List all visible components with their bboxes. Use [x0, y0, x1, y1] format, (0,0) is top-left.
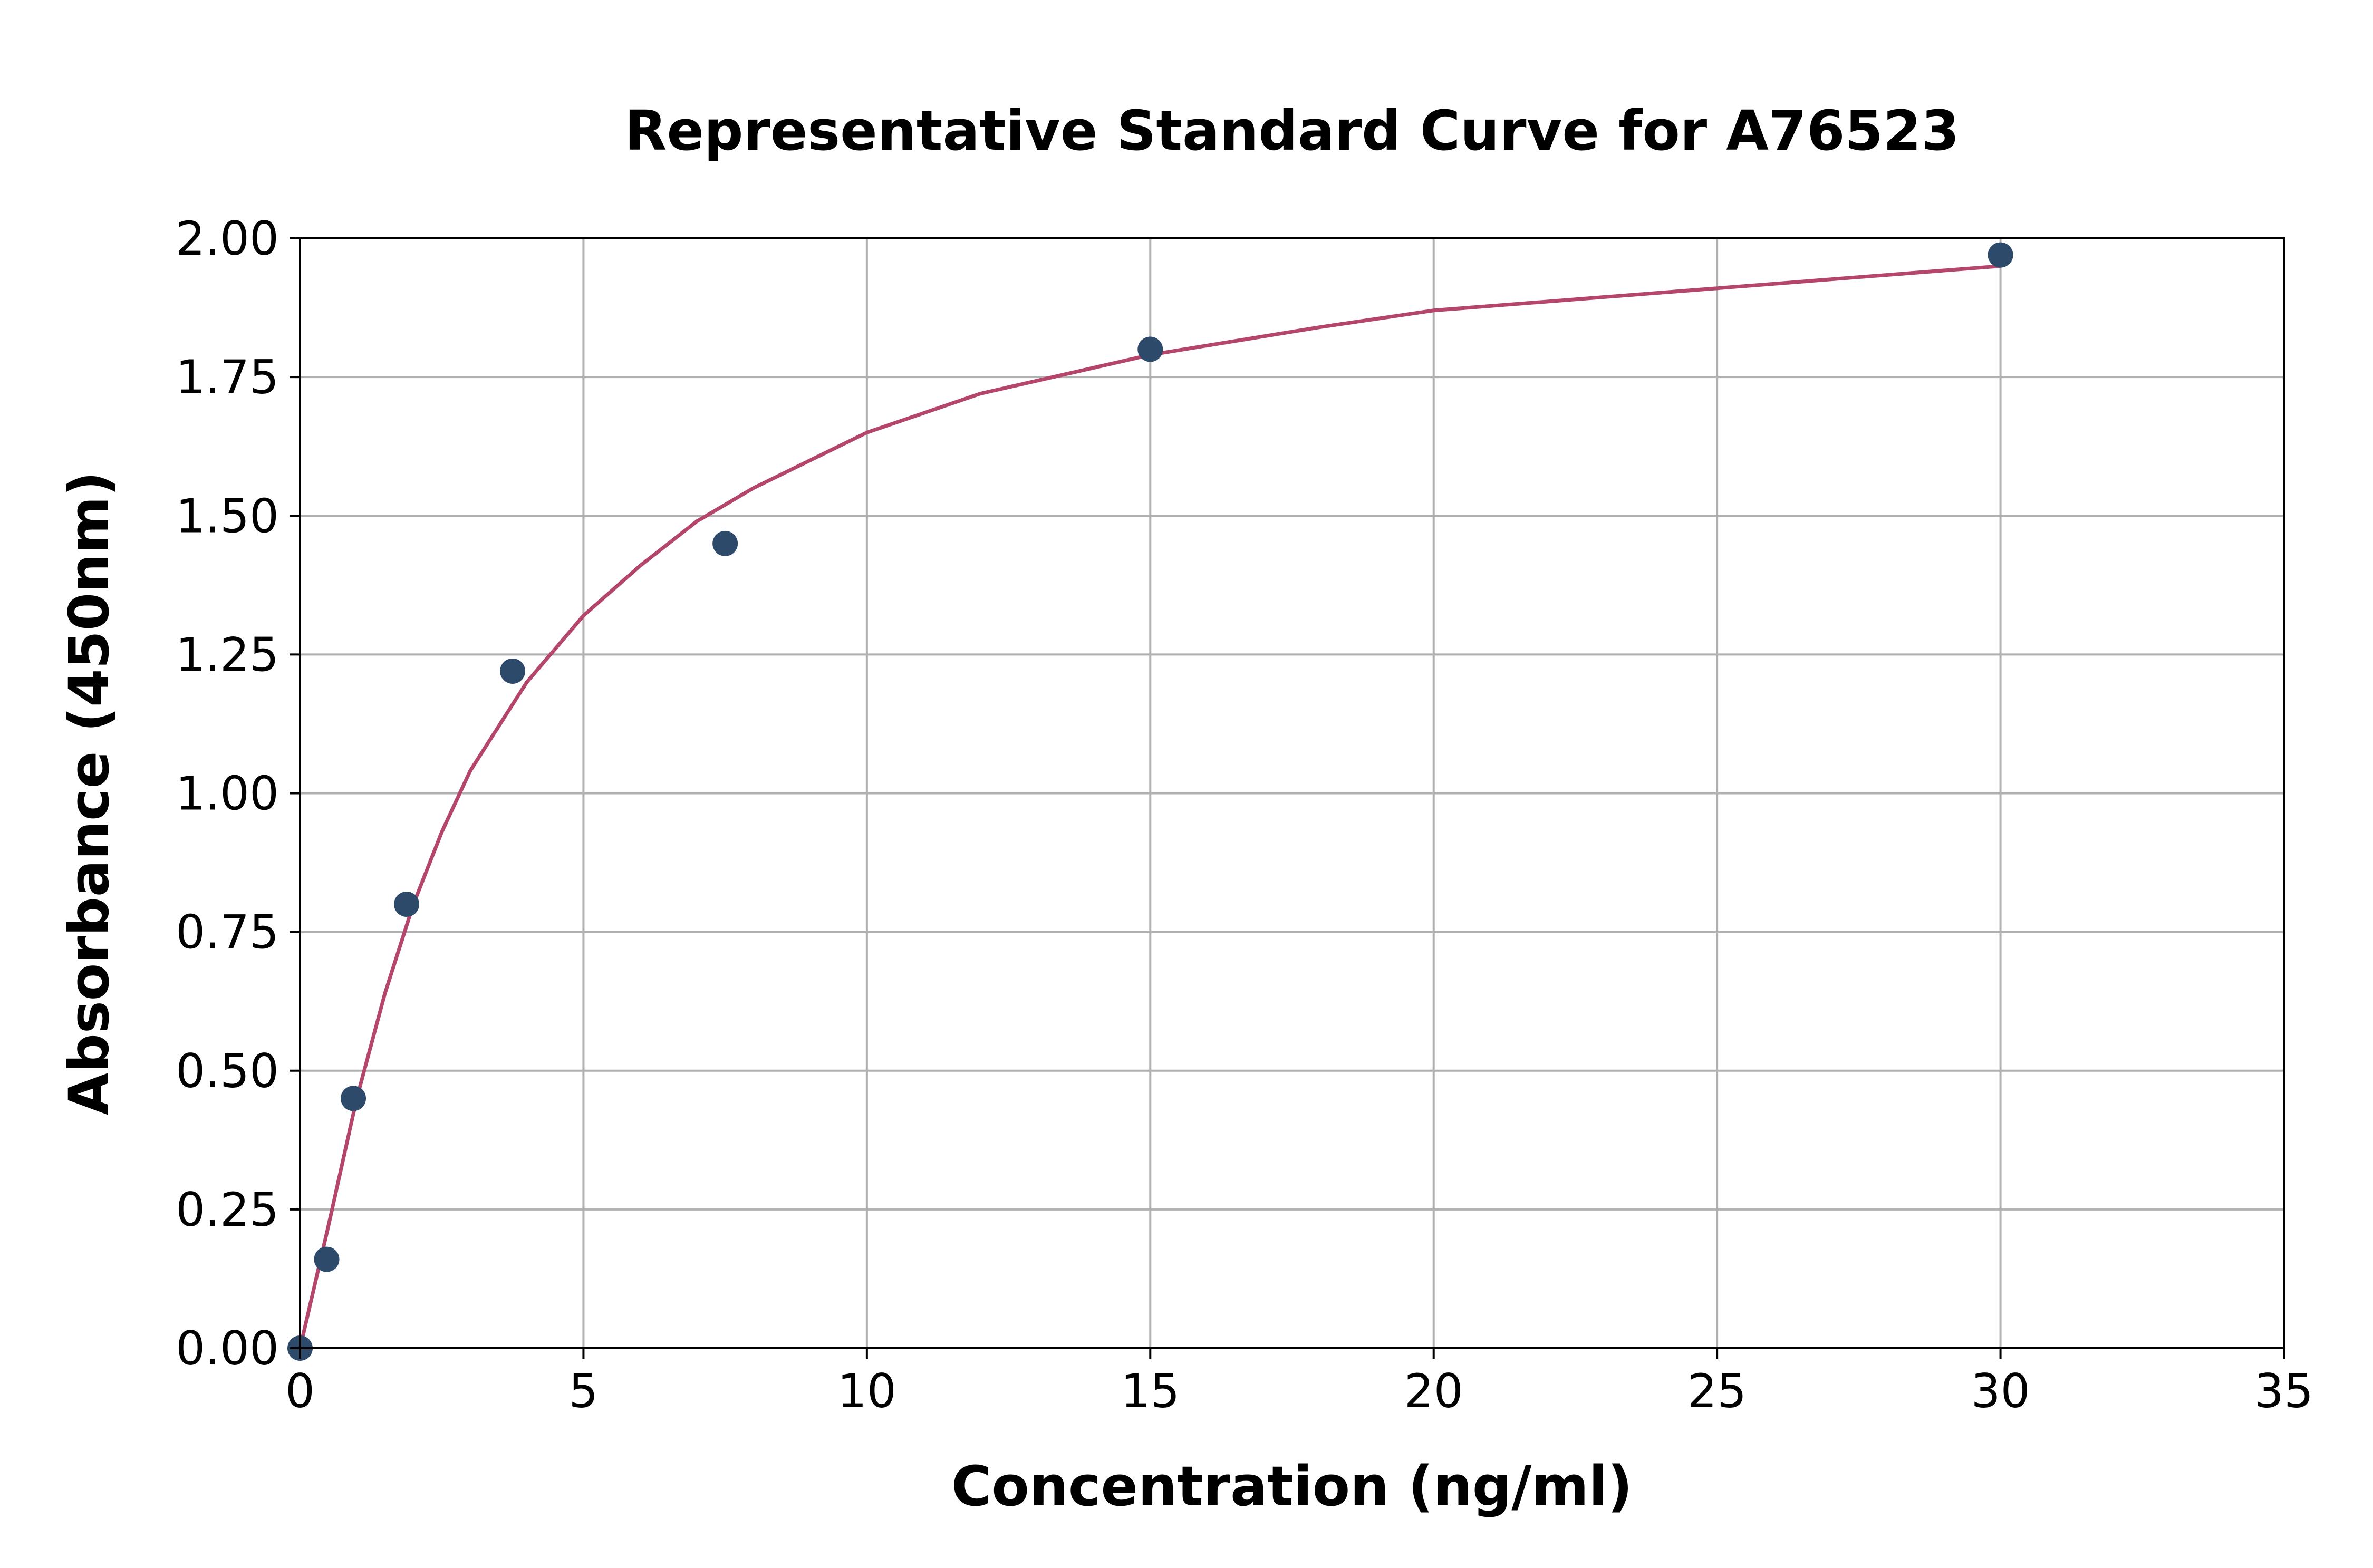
y-tick-label: 1.50 [176, 489, 279, 543]
x-axis-label: Concentration (ng/ml) [951, 1454, 1633, 1518]
chart-title: Representative Standard Curve for A76523 [624, 99, 1959, 163]
x-tick-label: 25 [1687, 1364, 1747, 1418]
y-tick-label: 0.25 [176, 1183, 279, 1237]
y-axis-label: Absorbance (450nm) [57, 471, 121, 1115]
x-tick-label: 15 [1121, 1364, 1180, 1418]
x-tick-label: 30 [1971, 1364, 2030, 1418]
y-tick-label: 1.00 [176, 767, 279, 821]
data-point [341, 1086, 366, 1111]
y-tick-label: 0.00 [176, 1321, 279, 1376]
x-tick-label: 10 [837, 1364, 896, 1418]
x-tick-label: 35 [2254, 1364, 2313, 1418]
data-point [1137, 336, 1163, 362]
y-tick-label: 1.75 [176, 350, 279, 404]
x-tick-label: 5 [568, 1364, 598, 1418]
y-tick-label: 2.00 [176, 211, 279, 266]
data-point [394, 892, 420, 917]
x-tick-label: 0 [285, 1364, 315, 1418]
data-point [314, 1246, 340, 1272]
fitted-curve-layer [298, 264, 2001, 1349]
data-point [712, 530, 738, 556]
y-tick-label: 1.25 [176, 627, 279, 682]
y-tick-label: 0.50 [176, 1044, 279, 1098]
axis-ticks: 0 5 10 15 20 25 30 35 0.00 0.25 0.50 0.75 1.00 1.25 1.… [176, 211, 2313, 1418]
data-point [1988, 242, 2013, 268]
fitted-curve-line [298, 264, 2001, 1349]
x-tick-label: 20 [1404, 1364, 1463, 1418]
data-point [500, 658, 526, 684]
y-tick-label: 0.75 [176, 905, 279, 960]
